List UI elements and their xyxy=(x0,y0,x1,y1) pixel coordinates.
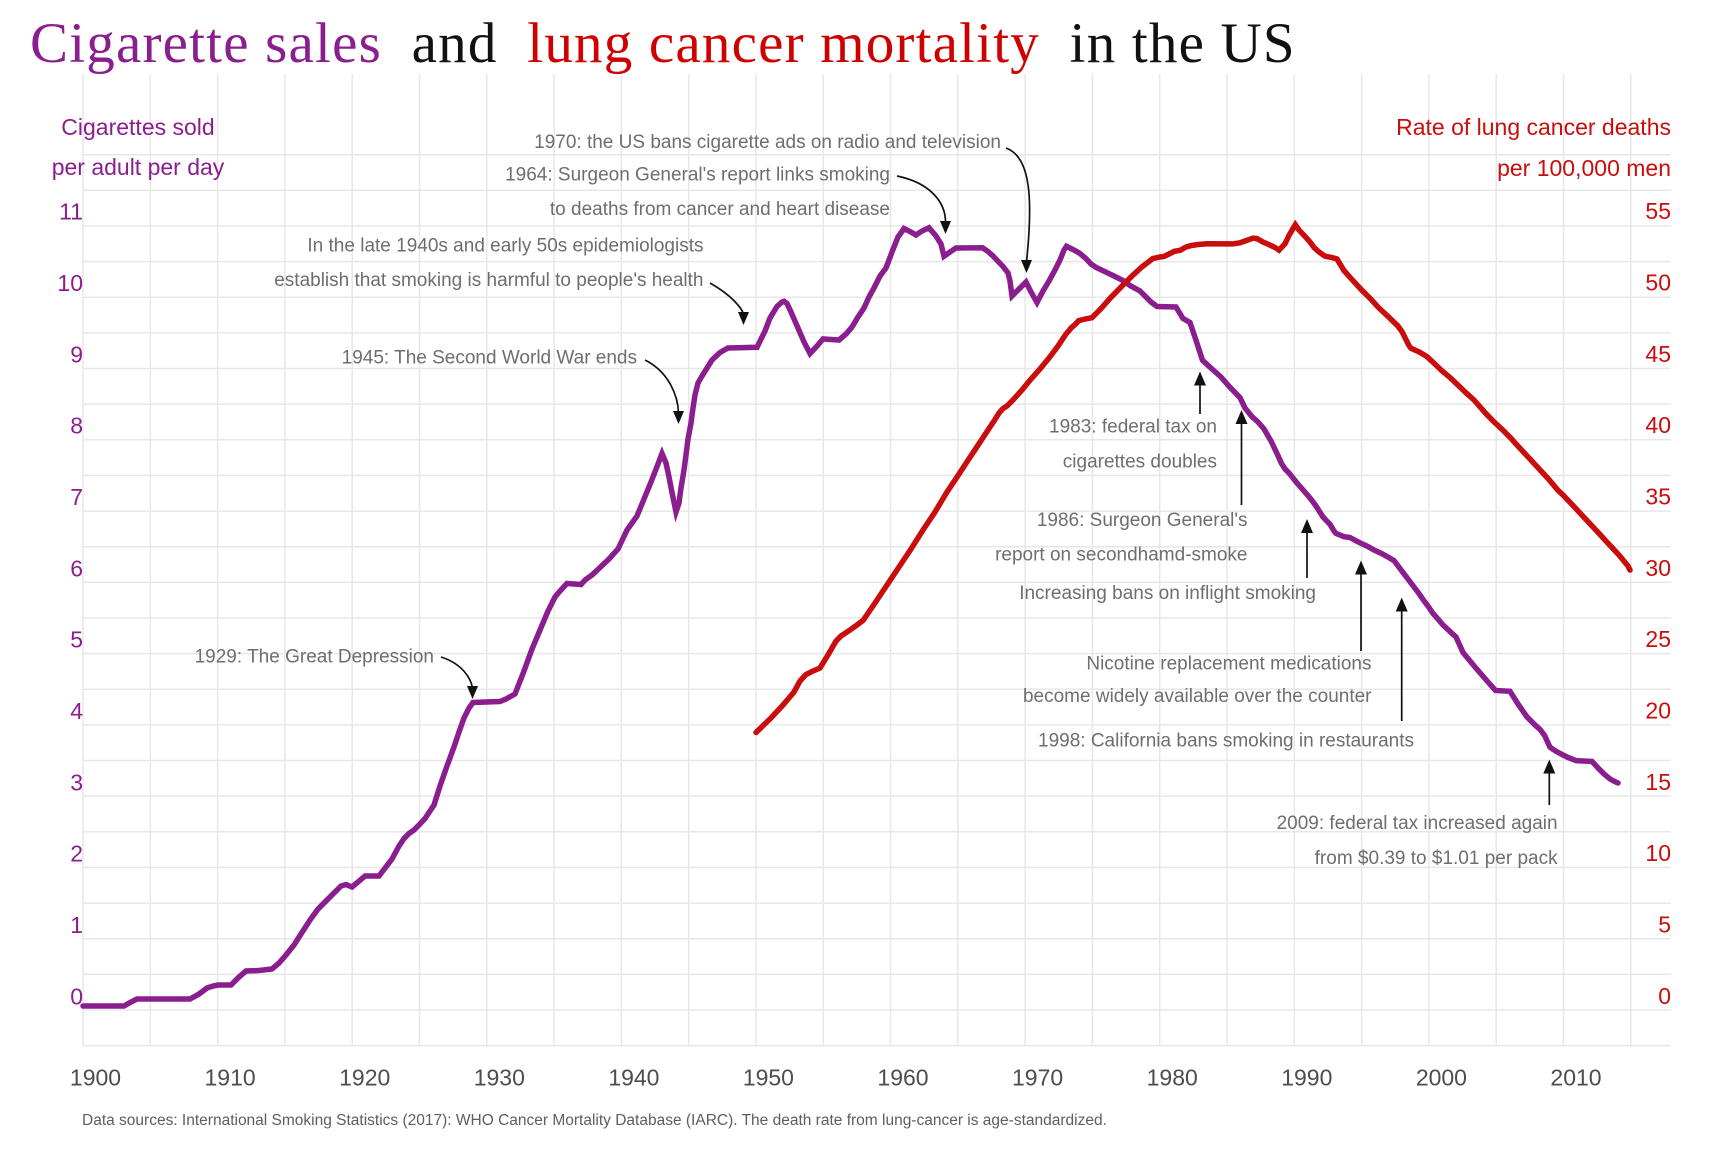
svg-text:8: 8 xyxy=(70,413,83,439)
svg-text:become widely available over t: become widely available over the counter xyxy=(1023,686,1372,707)
svg-text:3: 3 xyxy=(70,769,83,795)
svg-text:per 100,000 men: per 100,000 men xyxy=(1497,155,1671,181)
svg-text:1: 1 xyxy=(70,912,83,938)
svg-text:0: 0 xyxy=(70,983,83,1009)
svg-text:1910: 1910 xyxy=(205,1064,256,1090)
svg-text:1980: 1980 xyxy=(1147,1064,1198,1090)
svg-text:10: 10 xyxy=(57,270,83,296)
svg-text:2010: 2010 xyxy=(1550,1064,1601,1090)
svg-text:Increasing bans on inflight sm: Increasing bans on inflight smoking xyxy=(1019,583,1316,604)
svg-text:Nicotine replacement medicatio: Nicotine replacement medications xyxy=(1086,654,1371,675)
svg-text:20: 20 xyxy=(1645,698,1671,724)
svg-text:1970: the US bans cigarette ad: 1970: the US bans cigarette ads on radio… xyxy=(534,132,1001,153)
svg-text:1986: Surgeon General's: 1986: Surgeon General's xyxy=(1037,510,1248,531)
svg-text:1929: The Great Depression: 1929: The Great Depression xyxy=(195,647,434,668)
svg-text:1990: 1990 xyxy=(1281,1064,1332,1090)
svg-text:35: 35 xyxy=(1645,484,1671,510)
svg-text:1983: federal tax on: 1983: federal tax on xyxy=(1049,417,1217,438)
svg-text:1964: Surgeon General's report: 1964: Surgeon General's report links smo… xyxy=(505,165,890,186)
svg-text:9: 9 xyxy=(70,341,83,367)
svg-text:2000: 2000 xyxy=(1416,1064,1467,1090)
svg-text:report on secondhamd-smoke: report on secondhamd-smoke xyxy=(995,545,1247,566)
svg-text:cigarettes doubles: cigarettes doubles xyxy=(1063,451,1217,472)
svg-text:Rate of lung cancer deaths: Rate of lung cancer deaths xyxy=(1396,114,1671,140)
svg-text:10: 10 xyxy=(1645,840,1671,866)
svg-text:Data sources: International Sm: Data sources: International Smoking Stat… xyxy=(82,1112,1107,1129)
svg-text:1950: 1950 xyxy=(743,1064,794,1090)
svg-text:to deaths from cancer and hear: to deaths from cancer and heart disease xyxy=(550,199,890,220)
svg-text:1945: The Second World War end: 1945: The Second World War ends xyxy=(342,348,637,369)
svg-text:15: 15 xyxy=(1645,769,1671,795)
svg-text:55: 55 xyxy=(1645,198,1671,224)
svg-text:0: 0 xyxy=(1658,983,1671,1009)
svg-text:50: 50 xyxy=(1645,269,1671,295)
svg-text:1960: 1960 xyxy=(877,1064,928,1090)
svg-text:25: 25 xyxy=(1645,626,1671,652)
svg-text:5: 5 xyxy=(70,627,83,653)
svg-text:2: 2 xyxy=(70,841,83,867)
svg-text:45: 45 xyxy=(1645,341,1671,367)
svg-text:2009: federal tax increased ag: 2009: federal tax increased again xyxy=(1277,813,1558,834)
svg-text:11: 11 xyxy=(59,199,83,225)
svg-text:1970: 1970 xyxy=(1012,1064,1063,1090)
svg-text:Cigarette sales and lung cance: Cigarette sales and lung cancer mortalit… xyxy=(30,12,1296,75)
svg-text:1920: 1920 xyxy=(339,1064,390,1090)
svg-text:In the late 1940s and early 50: In the late 1940s and early 50s epidemio… xyxy=(307,236,703,257)
svg-text:from $0.39 to $1.01 per pack: from $0.39 to $1.01 per pack xyxy=(1315,848,1558,869)
svg-text:5: 5 xyxy=(1658,912,1671,938)
svg-text:7: 7 xyxy=(70,484,83,510)
svg-text:4: 4 xyxy=(70,698,83,724)
svg-text:40: 40 xyxy=(1645,412,1671,438)
svg-text:1930: 1930 xyxy=(474,1064,525,1090)
svg-text:6: 6 xyxy=(70,555,83,581)
svg-text:Cigarettes sold: Cigarettes sold xyxy=(61,114,214,140)
svg-text:per adult per day: per adult per day xyxy=(52,154,225,180)
svg-text:30: 30 xyxy=(1645,555,1671,581)
svg-text:establish that smoking is harm: establish that smoking is harmful to peo… xyxy=(274,270,703,291)
svg-text:1900: 1900 xyxy=(70,1064,121,1090)
svg-text:1940: 1940 xyxy=(608,1064,659,1090)
svg-text:1998: California bans smoking: 1998: California bans smoking in restaur… xyxy=(1038,731,1414,752)
